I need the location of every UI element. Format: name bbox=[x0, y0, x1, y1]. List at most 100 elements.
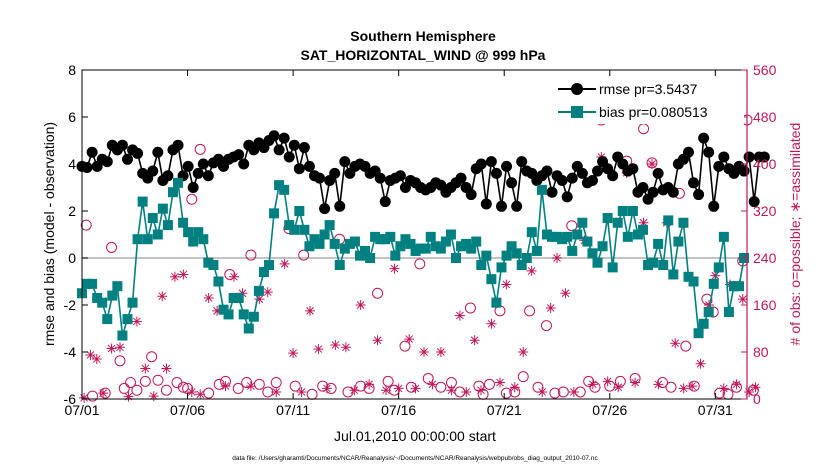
rmse-point bbox=[546, 186, 558, 198]
rmse-point bbox=[334, 200, 346, 212]
possible-obs-point bbox=[583, 375, 595, 387]
bias-point bbox=[157, 203, 168, 214]
rmse-point bbox=[586, 174, 598, 186]
possible-obs-point bbox=[399, 340, 411, 352]
bias-point bbox=[607, 262, 618, 273]
legend-bias-marker bbox=[571, 106, 583, 118]
bias-point bbox=[309, 234, 320, 245]
rmse-point bbox=[652, 167, 664, 179]
legend-box bbox=[553, 76, 744, 124]
assimilated-obs-point bbox=[410, 383, 421, 394]
assimilated-obs-point bbox=[638, 217, 649, 228]
assimilated-obs-point bbox=[446, 385, 457, 396]
bias-point bbox=[228, 292, 239, 303]
assimilated-obs-point bbox=[381, 385, 391, 396]
rmse-point bbox=[561, 191, 573, 203]
bias-point bbox=[683, 271, 694, 282]
x-tick-label: 07/26 bbox=[592, 402, 627, 418]
rmse-point bbox=[455, 172, 467, 184]
rmse-point bbox=[592, 165, 604, 177]
rmse-point bbox=[162, 170, 174, 182]
assimilated-obs-point bbox=[602, 376, 613, 387]
rmse-point bbox=[394, 170, 406, 182]
rmse-point bbox=[667, 186, 679, 198]
bias-point bbox=[713, 262, 724, 273]
bias-point bbox=[471, 236, 482, 247]
rmse-point bbox=[116, 139, 128, 151]
bias-point bbox=[734, 281, 745, 292]
assimilated-obs-point bbox=[476, 385, 486, 396]
data-file-footnote: data file: /Users/gharamti/Documents/NCA… bbox=[232, 455, 598, 462]
assimilated-obs-point bbox=[509, 382, 520, 393]
bias-point bbox=[602, 213, 613, 224]
assimilated-obs-point bbox=[140, 363, 151, 374]
bias-point bbox=[173, 177, 184, 188]
bias-point bbox=[466, 243, 477, 254]
bias-point bbox=[223, 309, 234, 320]
rmse-point bbox=[278, 132, 290, 144]
bias-point bbox=[491, 297, 502, 308]
bias-point bbox=[243, 323, 254, 334]
y-tick-label: -2 bbox=[64, 297, 77, 313]
assimilated-obs-point bbox=[568, 386, 579, 397]
bias-point bbox=[531, 245, 542, 256]
bias-point bbox=[117, 330, 128, 341]
rmse-point bbox=[121, 153, 133, 165]
bias-point bbox=[253, 285, 264, 296]
assimilated-obs-point bbox=[148, 391, 159, 402]
bias-point bbox=[526, 227, 537, 238]
y-right-tick-label: 320 bbox=[753, 203, 777, 219]
possible-obs-point bbox=[355, 380, 367, 392]
assimilated-obs-point bbox=[123, 391, 134, 402]
bias-point bbox=[461, 238, 472, 249]
bias-point bbox=[299, 224, 310, 235]
possible-obs-point bbox=[701, 293, 713, 305]
assimilated-obs-point bbox=[526, 265, 537, 276]
possible-obs-point bbox=[382, 375, 394, 387]
assimilated-obs-point bbox=[731, 379, 742, 390]
assimilated-obs-point bbox=[630, 377, 641, 388]
rmse-point bbox=[708, 200, 720, 212]
bias-point bbox=[349, 236, 360, 247]
bias-point bbox=[476, 260, 487, 271]
assimilated-obs-point bbox=[501, 279, 512, 290]
y-tick-label: 2 bbox=[68, 203, 76, 219]
assimilated-obs-point bbox=[419, 347, 429, 357]
bias-point bbox=[637, 224, 648, 235]
assimilated-obs-point bbox=[115, 342, 125, 353]
y-axis-label: rmse and bias (model - observation) bbox=[41, 122, 57, 346]
bias-point bbox=[284, 220, 295, 231]
possible-obs-point bbox=[194, 143, 206, 155]
possible-obs-point bbox=[483, 378, 495, 390]
bias-point bbox=[572, 229, 583, 240]
possible-obs-point bbox=[87, 390, 99, 402]
possible-obs-point bbox=[146, 351, 158, 363]
rmse-point bbox=[374, 172, 386, 184]
bias-point bbox=[152, 229, 163, 240]
possible-obs-point bbox=[500, 387, 512, 399]
bias-point bbox=[218, 304, 229, 315]
assimilated-obs-point bbox=[85, 349, 96, 360]
rmse-point bbox=[147, 165, 159, 177]
bias-point bbox=[213, 276, 224, 287]
chart-subtitle: SAT_HORIZONTAL_WIND @ 999 hPa bbox=[301, 47, 546, 63]
y-tick-label: -6 bbox=[64, 391, 77, 407]
bias-point bbox=[552, 231, 563, 242]
bias-point bbox=[198, 234, 209, 245]
bias-point bbox=[698, 318, 709, 329]
bias-point bbox=[557, 234, 568, 245]
bias-point bbox=[183, 227, 194, 238]
rmse-point bbox=[197, 158, 209, 170]
bias-point bbox=[728, 281, 739, 292]
assimilated-obs-point bbox=[91, 354, 102, 365]
possible-obs-point bbox=[186, 193, 198, 205]
assimilated-obs-point bbox=[427, 379, 438, 390]
rmse-point bbox=[627, 163, 639, 175]
rmse-point bbox=[465, 189, 477, 201]
rmse-point bbox=[182, 160, 194, 172]
assimilated-obs-point bbox=[195, 389, 206, 400]
rmse-point bbox=[698, 132, 710, 144]
bias-point bbox=[410, 245, 421, 256]
x-tick-label: 07/06 bbox=[170, 402, 205, 418]
rmse-point bbox=[86, 146, 98, 158]
